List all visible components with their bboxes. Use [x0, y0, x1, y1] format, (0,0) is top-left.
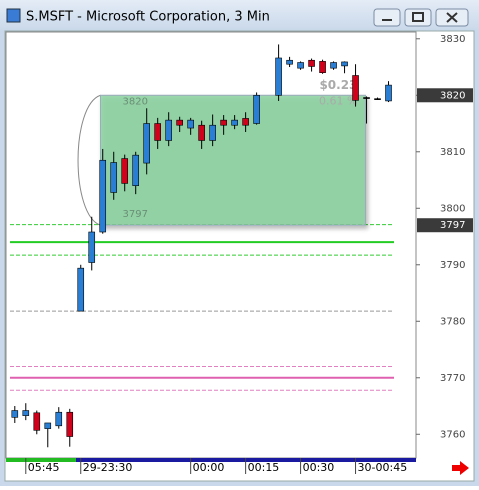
- candle-body: [77, 267, 85, 312]
- x-tick-label: 00:00: [193, 461, 225, 474]
- candle-body: [242, 118, 249, 126]
- x-tick-label: 00:15: [248, 461, 280, 474]
- icon: [446, 12, 458, 23]
- y-tick-label: 3770: [440, 373, 465, 384]
- window-buttons[interactable]: [373, 8, 469, 27]
- measure-box: [100, 94, 366, 226]
- x-tick-label: 30-00:45: [358, 461, 408, 474]
- y-tick-label: 3780: [440, 316, 465, 327]
- scroll-arrow[interactable]: [452, 461, 469, 475]
- candle-body: [319, 61, 326, 73]
- box-bottom-label: 3797: [123, 209, 148, 220]
- candle-body: [66, 411, 74, 437]
- axis-marker: [417, 218, 473, 233]
- candle-body: [352, 75, 359, 101]
- candle-body: [165, 119, 172, 141]
- candle-body: [33, 412, 41, 431]
- box-arc: [77, 94, 101, 226]
- candle-body: [253, 94, 260, 124]
- candle-body: [121, 158, 129, 184]
- candle-body: [88, 231, 96, 263]
- candle-body: [363, 97, 370, 99]
- y-tick-label: 3800: [440, 203, 465, 214]
- candle-body: [154, 123, 161, 141]
- candle-body: [275, 57, 282, 96]
- candle-body: [374, 98, 381, 100]
- app-icon: [6, 8, 21, 23]
- icon: [412, 12, 424, 22]
- session-bar: [6, 458, 76, 462]
- y-tick-label: 3810: [440, 147, 465, 158]
- candle-body: [22, 410, 30, 416]
- maximize-button[interactable]: [404, 8, 432, 27]
- candle-body: [187, 119, 194, 129]
- x-tick-label: 05:45: [28, 461, 60, 474]
- minimize-button[interactable]: [373, 8, 401, 27]
- candle-body: [198, 124, 205, 141]
- candle-body: [297, 62, 304, 69]
- box-top-label: 3820: [123, 96, 148, 107]
- candle-body: [220, 119, 227, 126]
- axis-marker-label: 3797: [440, 220, 465, 231]
- candle-body: [99, 159, 107, 233]
- percent-label: 0.61 %: [319, 94, 357, 107]
- change-label: $0.23: [319, 78, 357, 92]
- candle-body: [209, 124, 216, 141]
- candle-body: [231, 119, 238, 126]
- candle-body: [143, 123, 150, 164]
- candle-body: [308, 59, 315, 67]
- window-title: S.MSFT - Microsoft Corporation, 3 Min: [26, 10, 270, 25]
- candle-body: [176, 119, 183, 126]
- candle-body: [110, 162, 118, 193]
- axis-marker: [417, 88, 473, 103]
- candle-body: [132, 154, 140, 186]
- candle-body: [11, 410, 19, 418]
- candle-body: [286, 59, 293, 65]
- candle-body: [55, 411, 63, 427]
- candle-body: [341, 61, 348, 67]
- x-tick-label: 00:30: [303, 461, 335, 474]
- y-tick-label: 3830: [440, 34, 465, 45]
- axis-marker-label: 3820: [440, 90, 465, 101]
- candle-body: [330, 62, 337, 69]
- y-tick-label: 3760: [440, 429, 465, 440]
- candle-body: [385, 84, 392, 102]
- candle-body: [44, 422, 52, 429]
- x-tick-label: 29-23:30: [83, 461, 133, 474]
- y-tick-label: 3790: [440, 260, 465, 271]
